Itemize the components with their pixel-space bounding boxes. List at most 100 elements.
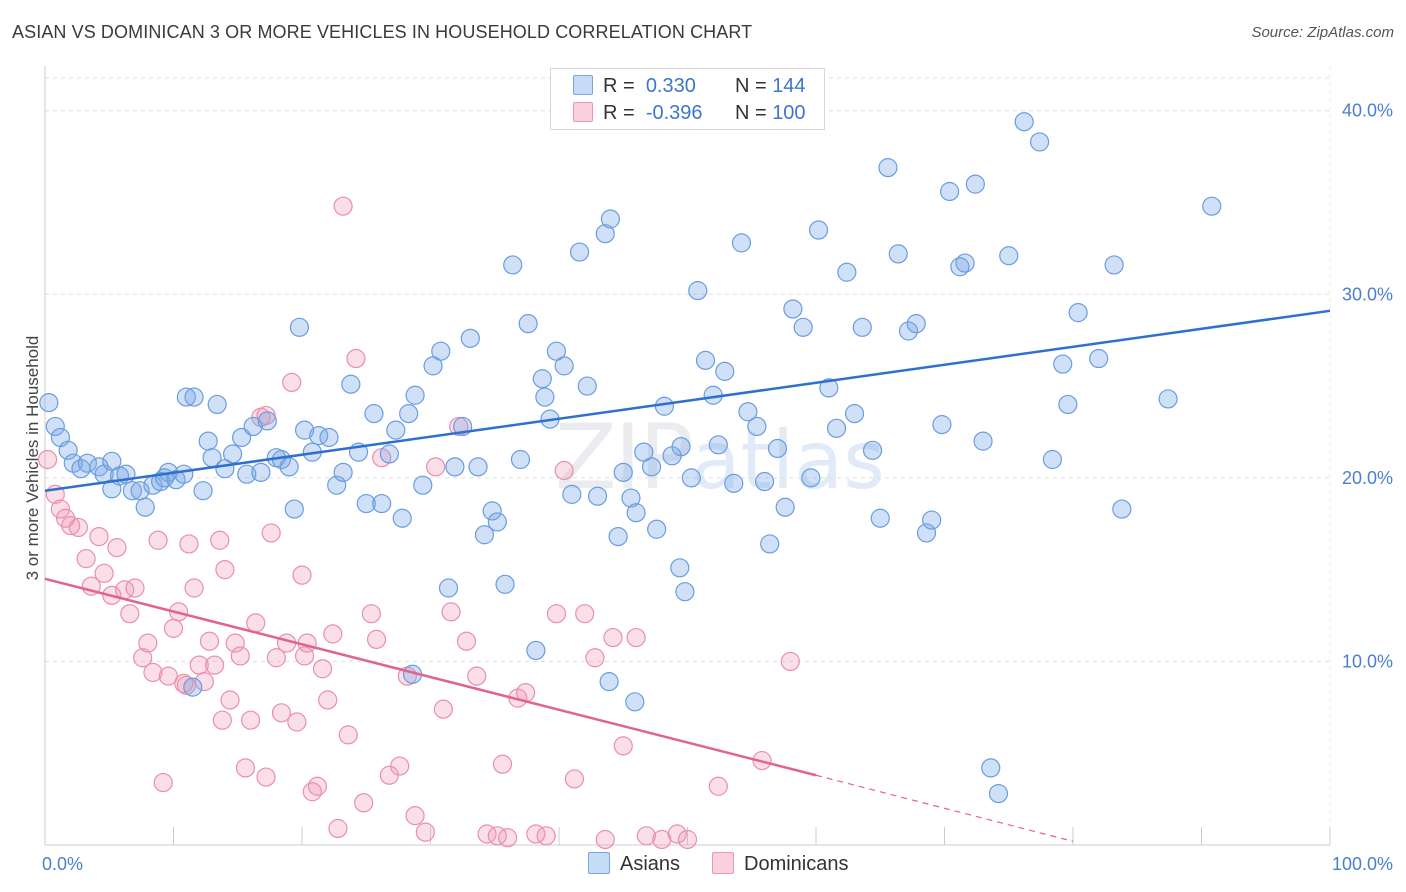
chart-title: ASIAN VS DOMINICAN 3 OR MORE VEHICLES IN… [12, 22, 753, 42]
dominican-point [302, 782, 322, 802]
dominican-point [333, 196, 353, 216]
asian-point [826, 418, 847, 438]
dominican-point [415, 822, 435, 842]
dominican-point [536, 826, 556, 846]
legend-row-dominicans: R = -0.396 N = 100 [573, 102, 806, 126]
dominican-point [179, 534, 199, 554]
asian-point [793, 317, 813, 337]
bottom-legend-label-asians: Asians [620, 853, 681, 875]
asian-point [1042, 449, 1063, 470]
asian-point [562, 484, 582, 504]
asian-point [535, 387, 555, 407]
asian-point [932, 415, 952, 435]
asian-point [122, 481, 142, 501]
asian-point [237, 464, 257, 484]
dominican-point [235, 758, 256, 778]
asian-point [675, 582, 695, 602]
asian-point [39, 392, 59, 413]
dominican-points [37, 196, 800, 850]
asian-point [1053, 354, 1073, 374]
asian-point [468, 457, 488, 477]
asian-point [510, 449, 531, 470]
legend-r-label: R = [603, 102, 635, 124]
asian-point [135, 497, 155, 517]
dominican-point [328, 818, 348, 839]
dominican-point [68, 517, 89, 538]
asian-point [386, 420, 406, 440]
asian-point [747, 416, 767, 437]
dominican-point [554, 460, 574, 481]
dominican-point [346, 348, 366, 369]
bottom-legend-swatch-dominicans [712, 852, 734, 874]
dominican-point [61, 515, 81, 536]
dominican-point [338, 725, 358, 745]
dominican-point [120, 604, 140, 624]
asian-point [1029, 132, 1050, 152]
asian-point [1058, 394, 1078, 415]
asian-point [526, 640, 546, 661]
dominican-point [225, 633, 245, 653]
asian-point [837, 262, 857, 282]
asian-point [77, 453, 98, 473]
dominican-point [148, 530, 168, 550]
dominican-point [94, 563, 114, 583]
bottom-legend-label-dominicans: Dominicans [744, 853, 849, 875]
asian-point [184, 387, 204, 407]
asian-point [487, 512, 507, 532]
asian-point [405, 385, 425, 405]
y-axis-label: 3 or more Vehicles in Household [23, 336, 42, 581]
dominican-point [212, 710, 232, 730]
dominican-point [158, 666, 178, 686]
legend-n-value: 100 [772, 102, 806, 124]
asian-point [532, 369, 552, 389]
dominican-point [667, 824, 687, 844]
asian-point [1158, 389, 1178, 409]
asian-point [154, 468, 175, 488]
dominican-point [708, 776, 728, 796]
dominican-point [626, 627, 646, 648]
dominican-point [241, 710, 261, 730]
legend-box: R = 0.330 N = 144 R = -0.396 N = 100 [550, 68, 825, 130]
asian-point [474, 525, 495, 545]
asian-point [647, 519, 667, 539]
dominican-point [37, 449, 58, 470]
dominican-point [564, 769, 585, 789]
asian-point [1112, 499, 1132, 519]
legend-r-label: R = [603, 75, 635, 97]
asian-point [503, 255, 523, 275]
asian-point [587, 486, 608, 506]
asian-point [392, 508, 412, 528]
x-tick-label: 0.0% [42, 854, 83, 874]
asian-point [413, 475, 433, 495]
dominican-point [585, 648, 605, 668]
dominican-point [76, 549, 96, 569]
dominican-point [266, 648, 286, 668]
asian-point [600, 209, 621, 229]
axes [44, 66, 1331, 846]
asian-point [45, 416, 65, 437]
asian-point [819, 378, 839, 398]
asian-point [257, 411, 277, 431]
legend-n-label: N = [734, 102, 767, 124]
legend-swatch-asians [573, 75, 593, 95]
asian-point [364, 404, 384, 424]
asian-point [621, 488, 641, 508]
dominican-point [138, 633, 158, 653]
dominican-point [50, 499, 71, 519]
legend-swatch-dominicans [573, 102, 593, 122]
asian-point [888, 244, 908, 264]
bottom-legend-asians: Asians [588, 852, 680, 876]
asian-point [708, 435, 728, 455]
asian-point [754, 471, 775, 492]
asian-point [955, 253, 975, 273]
dominican-point [246, 613, 266, 633]
dominican-point [133, 648, 153, 668]
asian-point [379, 444, 399, 464]
dominican-point [271, 703, 292, 723]
asian-point [670, 558, 690, 578]
asian-point [399, 404, 419, 424]
asian-point [626, 503, 646, 523]
x-tick-label: 100.0% [1332, 854, 1393, 874]
asian-point [916, 523, 937, 543]
asian-point [671, 437, 691, 457]
